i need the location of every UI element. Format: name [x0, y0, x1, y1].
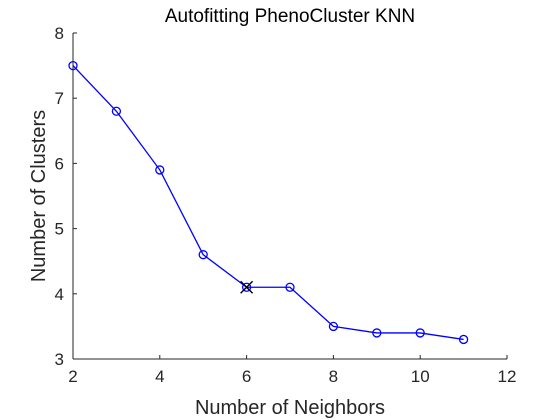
y-tick-label: 4	[55, 285, 64, 304]
data-point-marker	[155, 165, 165, 175]
x-tick-label: 4	[155, 367, 164, 386]
data-point-marker	[415, 328, 425, 338]
y-tick-label: 8	[55, 24, 64, 43]
data-point-marker	[458, 334, 469, 345]
selected-point-x-marker	[240, 280, 254, 294]
x-tick-label: 2	[68, 367, 77, 386]
y-tick-label: 6	[55, 154, 64, 173]
data-point-marker	[372, 328, 382, 338]
chart-title: Autofitting PhenoCluster KNN	[165, 6, 415, 27]
axes	[72, 33, 507, 360]
y-axis-ticks: 3 4 5 6 7 8	[55, 24, 77, 369]
series-layer	[68, 60, 469, 345]
y-tick-label: 3	[55, 350, 64, 369]
series-line	[72, 65, 464, 341]
data-point-marker	[241, 282, 252, 292]
plot-area	[73, 33, 507, 359]
x-tick-label: 12	[498, 367, 517, 386]
data-point-marker	[198, 250, 208, 260]
x-axis-label: Number of Neighbors	[195, 397, 385, 419]
x-tick-label: 10	[411, 367, 430, 386]
x-tick-label: 6	[242, 367, 251, 386]
y-axis-label: Number of Clusters	[28, 110, 50, 282]
x-axis-ticks: 2 4 6 8 10 12	[68, 355, 516, 386]
data-point-marker	[285, 282, 295, 292]
data-point-marker	[111, 106, 122, 116]
x-tick-label: 8	[329, 367, 338, 386]
y-tick-label: 7	[55, 89, 64, 108]
data-point-marker	[328, 321, 339, 332]
data-point-marker	[68, 60, 78, 71]
y-tick-label: 5	[55, 220, 64, 239]
highlight-layer	[240, 280, 254, 294]
